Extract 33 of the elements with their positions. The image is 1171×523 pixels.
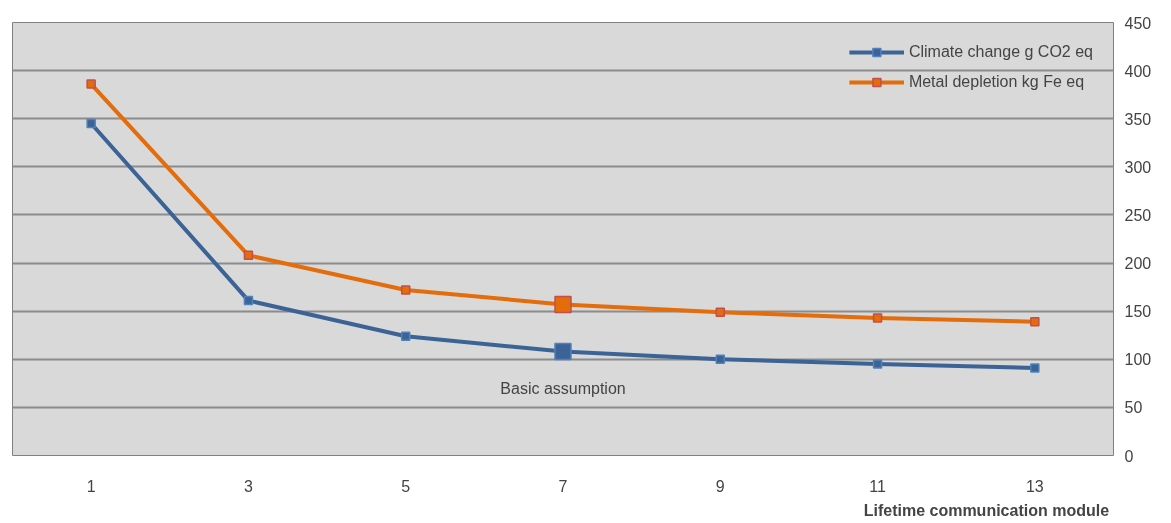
x-tick-label: 7: [558, 477, 568, 495]
y-tick-label: 300: [1124, 158, 1152, 176]
y-tick-label: 100: [1124, 351, 1152, 369]
x-tick-label: 9: [715, 477, 725, 495]
legend-label: Climate change g CO2 eq: [908, 43, 1093, 61]
point: [715, 307, 726, 317]
point: [243, 295, 254, 306]
point: [715, 354, 726, 365]
x-axis-title: Lifetime communication module: [863, 501, 1110, 519]
point: [86, 79, 96, 89]
x-tick-label: 1: [86, 477, 96, 495]
x-tick-label: 11: [869, 477, 886, 495]
point: [400, 331, 411, 341]
y-tick-label: 400: [1124, 62, 1152, 80]
x-tick-label: 13: [1025, 477, 1044, 495]
legend-label: Metal depletion kg Fe eq: [908, 73, 1085, 91]
point: [243, 250, 254, 261]
y-tick-label: 200: [1124, 255, 1152, 273]
x-tick-label: 3: [243, 477, 253, 495]
y-tick-label: 450: [1124, 14, 1152, 32]
point: [872, 359, 883, 369]
y-tick-label: 250: [1124, 206, 1152, 224]
y-tick-label: 0: [1124, 447, 1134, 465]
annotation: Basic assumption: [500, 379, 626, 397]
x-tick-label: 5: [401, 477, 411, 495]
y-tick-label: 150: [1124, 303, 1152, 321]
point: [1030, 317, 1040, 327]
point: [872, 313, 883, 323]
point: [1030, 363, 1040, 373]
point: [400, 285, 411, 295]
y-tick-label: 50: [1124, 399, 1143, 417]
point: [86, 118, 96, 129]
y-tick-label: 350: [1124, 110, 1152, 128]
